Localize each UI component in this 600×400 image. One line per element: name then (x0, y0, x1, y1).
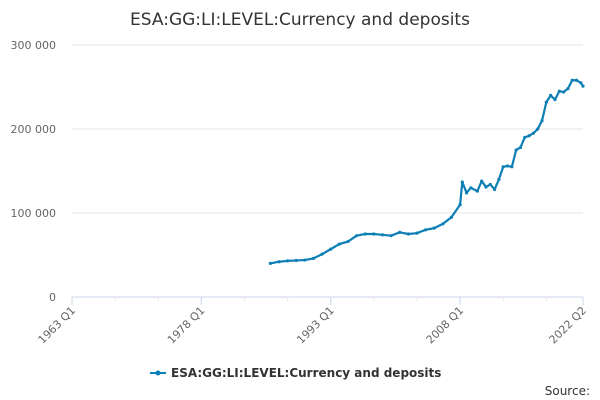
legend-item-label: ESA:GG:LI:LEVEL:Currency and deposits (171, 366, 441, 380)
data-point (527, 134, 531, 138)
legend-marker (155, 370, 161, 376)
data-point (484, 185, 488, 189)
grid-layer (72, 44, 583, 214)
data-point (544, 100, 548, 104)
data-point (553, 98, 557, 102)
data-point (518, 145, 523, 150)
data-point (505, 164, 510, 168)
data-point (441, 222, 445, 226)
data-point (514, 148, 518, 152)
data-point (346, 239, 350, 244)
data-point (536, 127, 540, 131)
legend[interactable]: ESA:GG:LI:LEVEL:Currency and deposits (150, 366, 441, 380)
data-point (493, 187, 497, 192)
data-point (320, 252, 324, 256)
data-point (510, 165, 514, 169)
y-tick-label: 300 000 (11, 39, 57, 52)
series-layer (268, 78, 585, 265)
data-point (311, 256, 316, 260)
series-line (269, 79, 585, 265)
data-point (581, 84, 585, 88)
data-point (458, 203, 462, 207)
y-axis: 0 100 000 200 000 300 000 (11, 39, 57, 304)
data-point (570, 78, 574, 82)
data-point (531, 131, 536, 135)
data-point (579, 81, 583, 85)
data-point (557, 89, 561, 93)
data-point (480, 179, 484, 183)
data-point (294, 258, 298, 263)
data-point (523, 135, 527, 139)
data-point (380, 233, 385, 237)
data-point (337, 242, 341, 246)
data-point (540, 119, 544, 123)
y-tick-label: 0 (49, 291, 56, 304)
data-point (372, 232, 376, 236)
chart-title: ESA:GG:LI:LEVEL:Currency and deposits (130, 10, 470, 30)
data-point (497, 177, 501, 181)
data-point (389, 234, 393, 238)
data-point (277, 260, 281, 264)
data-point (355, 234, 359, 238)
y-tick-label: 100 000 (11, 207, 57, 220)
y-tick-label: 200 000 (11, 123, 57, 136)
chart-credits[interactable]: Source: (545, 384, 590, 398)
data-point (501, 165, 505, 169)
data-point (432, 226, 436, 230)
data-point (549, 93, 553, 97)
data-point (415, 231, 419, 235)
data-point (460, 180, 464, 184)
data-point (286, 259, 290, 263)
data-point (406, 232, 410, 236)
data-point (268, 261, 272, 265)
data-point (475, 189, 479, 193)
data-point (561, 90, 566, 94)
data-point (469, 186, 473, 190)
data-point (424, 228, 428, 232)
data-point (398, 230, 402, 234)
data-point (566, 87, 570, 91)
data-point (488, 182, 492, 187)
data-point (329, 247, 333, 251)
data-point (449, 215, 454, 219)
data-point (363, 232, 367, 236)
data-point (574, 78, 579, 82)
data-point (303, 258, 307, 262)
data-point (464, 191, 469, 195)
